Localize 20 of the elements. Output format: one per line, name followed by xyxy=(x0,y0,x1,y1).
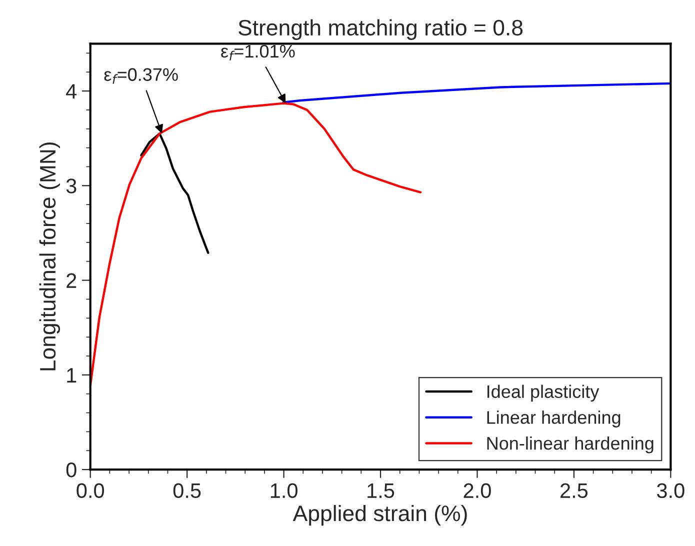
chart-title: Strength matching ratio = 0.8 xyxy=(238,19,523,40)
legend-label: Linear hardening xyxy=(487,410,620,428)
x-tick-label: 0.0 xyxy=(76,483,104,498)
x-tick-label: 2.5 xyxy=(560,483,588,498)
y-axis-title: Longitudinal force (MN) xyxy=(39,142,60,370)
y-tick-label: 2 xyxy=(66,273,76,288)
y-tick-label: 1 xyxy=(67,368,76,382)
x-axis-title: Applied strain (%) xyxy=(292,504,467,526)
x-tick-label: 3.0 xyxy=(656,483,684,498)
y-tick-label: 4 xyxy=(66,84,77,99)
annotation: ε$_{f}$=0.37% xyxy=(104,68,178,84)
legend-label: Ideal plasticity xyxy=(487,384,600,402)
y-tick-label: 3 xyxy=(66,178,76,194)
x-tick-label: 2.0 xyxy=(464,483,491,498)
x-tick-label: 1.5 xyxy=(368,484,394,498)
x-tick-label: 0.5 xyxy=(173,483,201,498)
annotation: ε$_{f}$=1.01% xyxy=(221,44,295,60)
x-tick-label: 1.0 xyxy=(270,483,298,498)
y-tick-label: 0 xyxy=(66,462,76,478)
legend-label: Non-linear hardening xyxy=(487,436,654,454)
